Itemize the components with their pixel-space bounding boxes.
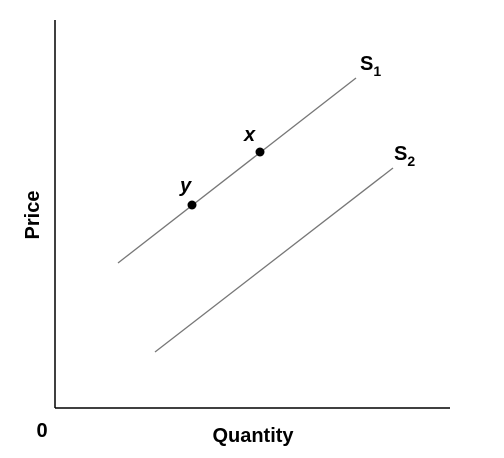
curve-label: S1 (360, 53, 381, 79)
point-label: x (243, 124, 256, 146)
supply-curve (154, 167, 394, 353)
origin-label: 0 (36, 420, 47, 442)
supply-curve (117, 77, 357, 264)
curve-subscript: 2 (407, 153, 415, 169)
point (255, 147, 265, 157)
x-axis-label: Quantity (212, 425, 294, 447)
point-label: y (179, 175, 192, 197)
curve-name: S (394, 143, 407, 165)
curve-name: S (360, 53, 373, 75)
y-axis-label: Price (22, 191, 44, 240)
curve-label: S2 (394, 143, 415, 169)
point (187, 200, 197, 210)
curve-subscript: 1 (373, 63, 381, 79)
